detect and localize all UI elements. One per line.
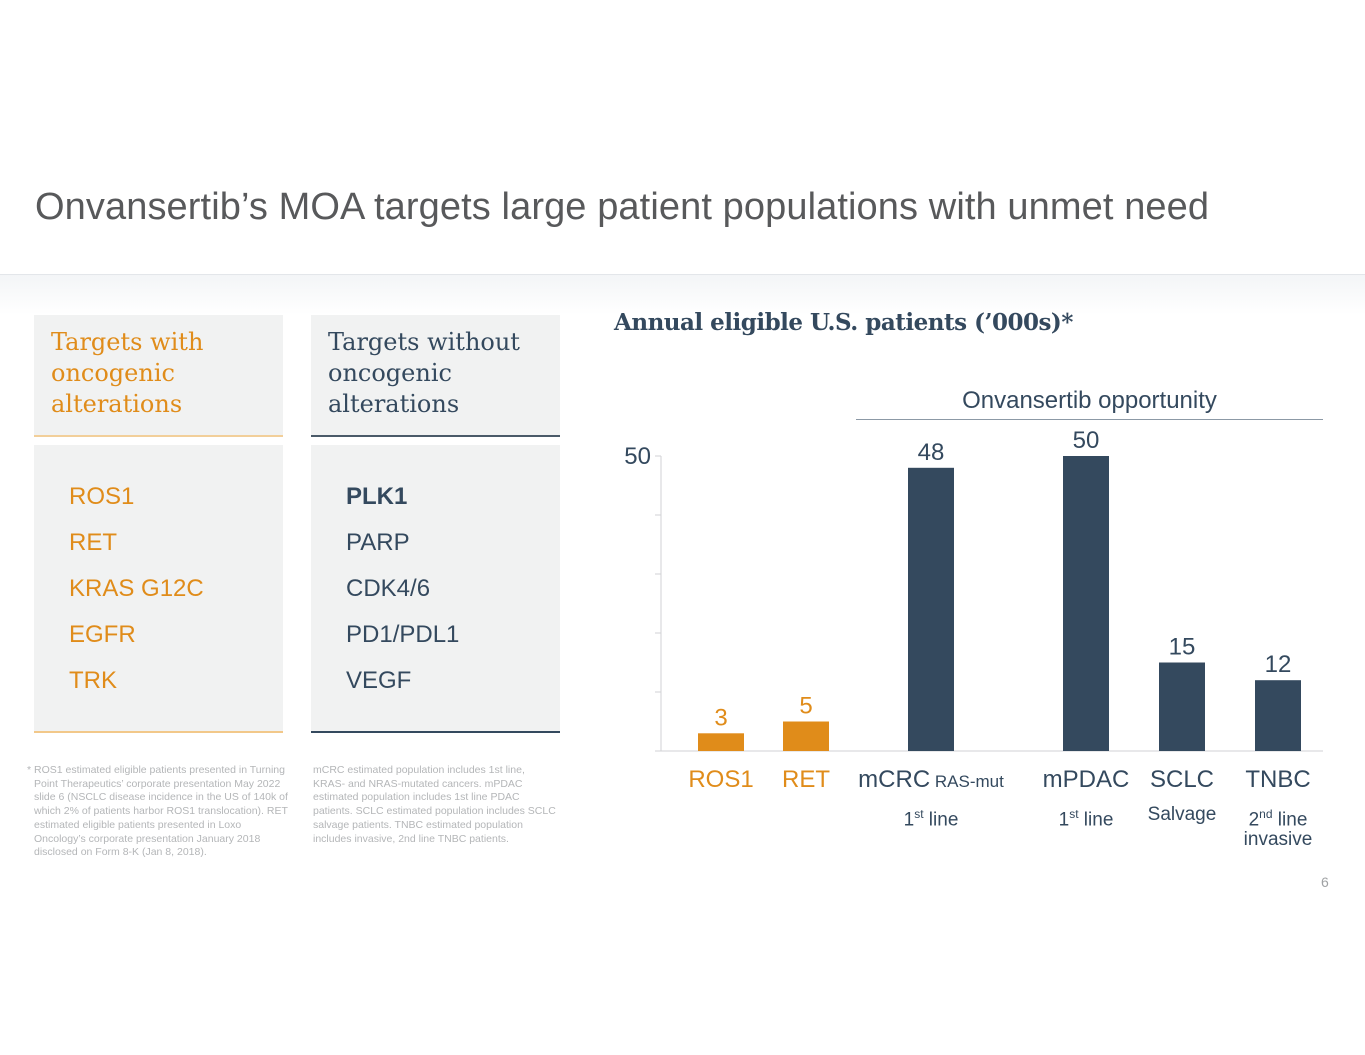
footnote-left: * ROS1 estimated eligible patients prese… xyxy=(27,764,289,860)
content-band xyxy=(0,275,1365,315)
x-tick-sublabel: 1st line xyxy=(1058,807,1114,831)
x-tick-sublabel: Salvage xyxy=(1147,804,1217,825)
category-name: mPDAC xyxy=(1042,766,1130,793)
x-tick-sublabel: 1st line xyxy=(903,807,959,831)
target-item: RET xyxy=(69,529,117,556)
category-qualifier: RAS-mut xyxy=(930,772,1004,791)
category-name: TNBC xyxy=(1245,766,1311,793)
x-tick-label: mPDAC xyxy=(986,766,1186,794)
bar-mcrc xyxy=(908,467,954,751)
target-item-highlighted: PLK1 xyxy=(346,483,408,510)
x-tick-label: mCRC RAS-mut xyxy=(831,766,1031,794)
target-item: TRK xyxy=(69,667,117,694)
data-label: 15 xyxy=(1169,634,1196,661)
x-tick-label: TNBC xyxy=(1178,766,1365,794)
x-tick-label: SCLC xyxy=(1082,766,1282,794)
footnote-text: ROS1 estimated eligible patients present… xyxy=(34,764,288,859)
target-item: VEGF xyxy=(346,667,412,694)
footnote-marker: * xyxy=(27,764,32,776)
target-item: KRAS G12C xyxy=(69,575,204,602)
slide-title: Onvansertib’s MOA targets large patient … xyxy=(35,186,1210,228)
target-item: ROS1 xyxy=(69,483,135,510)
x-tick-sublabel: invasive xyxy=(1243,829,1313,850)
data-label: 12 xyxy=(1265,651,1292,678)
targets-without-list: PLK1 PARP CDK4/6 PD1/PDL1 VEGF xyxy=(311,445,560,733)
y-tick-label: 50 xyxy=(624,443,651,470)
x-tick-label: ROS1 xyxy=(621,766,821,794)
bar-ros1 xyxy=(698,733,744,751)
category-name: SCLC xyxy=(1149,766,1215,793)
group-bracket-line xyxy=(856,419,1323,420)
page-number: 6 xyxy=(1321,874,1329,890)
data-label: 5 xyxy=(799,693,812,720)
heading-line: oncogenic xyxy=(51,359,175,387)
chart-title: Annual eligible U.S. patients (’000s)* xyxy=(614,309,1073,336)
group-label: Onvansertib opportunity xyxy=(962,387,1217,414)
bar-mpdac xyxy=(1063,456,1109,751)
category-name: ROS1 xyxy=(688,766,754,793)
heading-line: alterations xyxy=(328,390,460,418)
heading-line: Targets without xyxy=(328,328,520,356)
bar-ret xyxy=(783,721,829,751)
bar-tnbc xyxy=(1255,680,1301,751)
target-item: PARP xyxy=(346,529,410,556)
footnote-right: mCRC estimated population includes 1st l… xyxy=(313,764,556,845)
category-name: RET xyxy=(782,766,830,793)
category-name: mCRC xyxy=(858,766,931,793)
heading-line: oncogenic xyxy=(328,359,452,387)
x-tick-label: RET xyxy=(706,766,906,794)
data-label: 50 xyxy=(1073,427,1100,454)
targets-without-heading: Targets without oncogenic alterations xyxy=(311,315,560,437)
target-item: CDK4/6 xyxy=(346,575,431,602)
targets-with-list: ROS1 RET KRAS G12C EGFR TRK xyxy=(34,445,283,733)
title-divider xyxy=(0,274,1365,275)
data-label: 48 xyxy=(918,439,945,466)
x-tick-sublabel: 2nd line xyxy=(1248,807,1308,831)
bar-sclc xyxy=(1159,662,1205,751)
target-item: PD1/PDL1 xyxy=(346,621,460,648)
data-label: 3 xyxy=(714,704,727,731)
heading-line: alterations xyxy=(51,390,183,418)
targets-with-heading: Targets with oncogenic alterations xyxy=(34,315,283,437)
heading-line: Targets with xyxy=(51,328,204,356)
target-item: EGFR xyxy=(69,621,136,648)
